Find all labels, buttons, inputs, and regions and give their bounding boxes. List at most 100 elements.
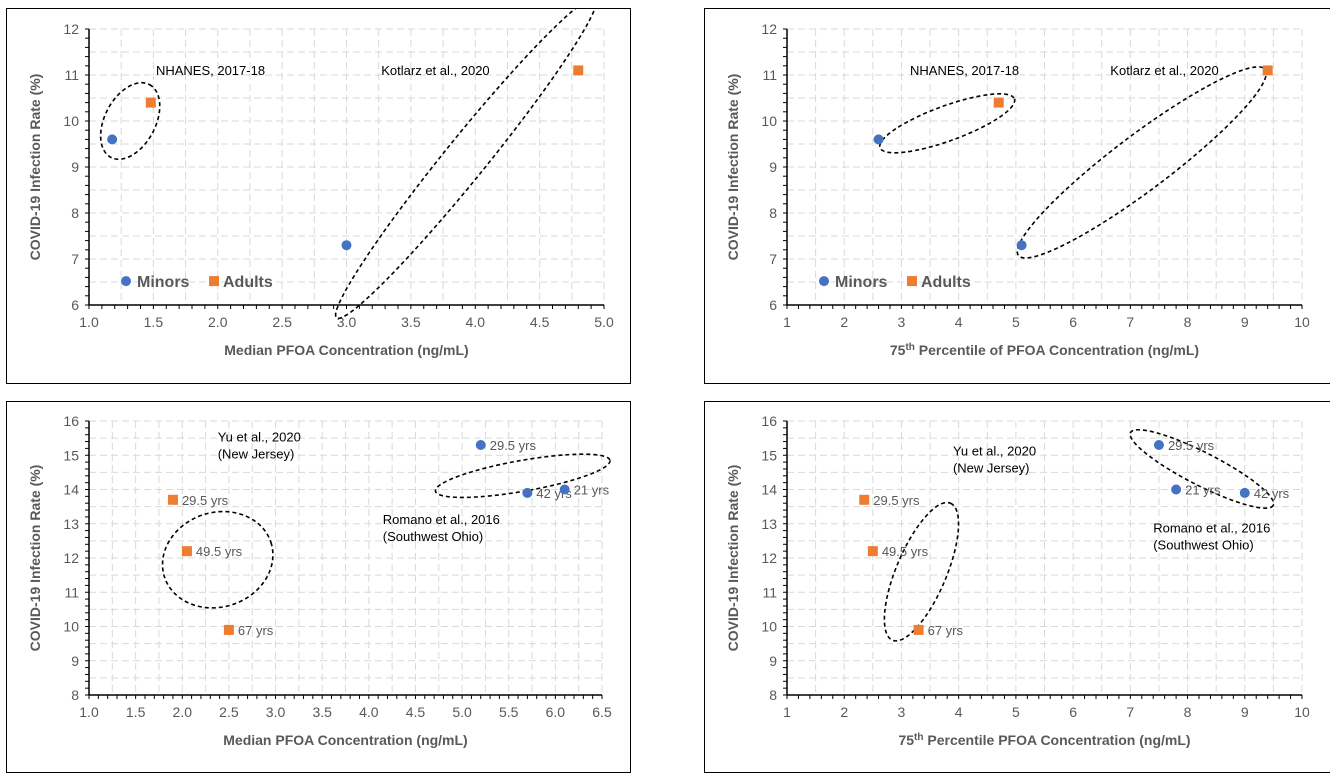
adults-point — [1262, 65, 1273, 76]
y-tick-label: 8 — [71, 687, 79, 703]
x-tick-label: 3.0 — [337, 314, 357, 330]
x-tick-label: 1.5 — [126, 704, 146, 720]
point-label: 67 yrs — [928, 623, 964, 638]
x-tick-label: 4.0 — [359, 704, 379, 720]
x-tick-label: 1.5 — [144, 314, 164, 330]
point-label: 29.5 yrs — [490, 438, 537, 453]
chart-svg: 1.0 1.5 2.0 2.5 3.0 3.5 4.0 4.5 5.0 5.5 6.0 6.5 8 9 10… — [27, 413, 612, 748]
x-tick-label: 5.0 — [452, 704, 472, 720]
point-label: 21 yrs — [1185, 483, 1221, 498]
annotation-text: Yu et al., 2020 — [218, 430, 301, 445]
cluster-ellipse — [1129, 428, 1275, 509]
y-tick-label: 11 — [762, 584, 777, 600]
minors-point — [1153, 439, 1164, 450]
y-tick-label: 6 — [71, 297, 79, 313]
x-tick-label: 2 — [840, 314, 848, 330]
y-tick-label: 10 — [63, 113, 79, 129]
x-tick-label: 4 — [955, 314, 963, 330]
annotation-text: Romano et al., 2016 — [383, 512, 500, 527]
x-tick-label: 1.0 — [79, 314, 99, 330]
y-tick-label: 10 — [761, 113, 777, 129]
point-label: 49.5 yrs — [196, 544, 243, 559]
y-tick-label: 10 — [761, 619, 777, 635]
x-tick-label: 3.5 — [312, 704, 332, 720]
y-tick-label: 12 — [63, 21, 79, 37]
x-tick-label: 3.5 — [401, 314, 421, 330]
y-axis-title: COVID-19 Infection Rate (%) — [725, 465, 741, 652]
annotation-text: (New Jersey) — [218, 447, 295, 462]
x-tick-label: 1 — [783, 704, 791, 720]
x-tick-label: 10 — [1294, 704, 1310, 720]
y-tick-label: 8 — [769, 687, 777, 703]
x-tick-label: 4.0 — [466, 314, 486, 330]
point-label: 42 yrs — [1254, 486, 1290, 501]
y-tick-label: 8 — [71, 205, 79, 221]
x-tick-label: 10 — [1294, 314, 1310, 330]
chart-svg: 1.0 1.5 2.0 2.5 3.0 3.5 4.0 4.5 5.0 6 7 8 9 10 11 12 Med… — [27, 9, 614, 358]
x-tick-label: 3 — [898, 314, 906, 330]
x-tick-label: 5 — [1012, 704, 1020, 720]
y-tick-label: 10 — [63, 619, 79, 635]
y-tick-label: 14 — [63, 482, 79, 498]
chart-panel-bottom-right: 1 2 3 4 5 6 7 8 9 10 8 9 10 11 12 13 14 15 16 75th Percenti… — [704, 401, 1330, 773]
y-tick-label: 12 — [761, 550, 777, 566]
annotation-text: (New Jersey) — [953, 460, 1030, 475]
annotation-text: (Southwest Ohio) — [383, 529, 483, 544]
annotation-text: NHANES, 2017-18 — [910, 63, 1019, 78]
x-tick-label: 2.5 — [272, 314, 292, 330]
gridlines — [786, 420, 1303, 696]
adults-point — [867, 546, 878, 557]
cluster-ellipse — [1016, 66, 1268, 259]
annotation-text: (Southwest Ohio) — [1153, 537, 1253, 552]
gridlines — [88, 420, 603, 696]
chart-panel-top-left: 1.0 1.5 2.0 2.5 3.0 3.5 4.0 4.5 5.0 6 7 8 9 10 11 12 Med… — [6, 8, 631, 384]
x-tick-label: 8 — [1184, 314, 1192, 330]
cluster-ellipse — [334, 9, 598, 320]
legend-adults-marker — [209, 276, 219, 287]
x-tick-label: 9 — [1241, 314, 1249, 330]
x-tick-label: 3 — [898, 704, 906, 720]
y-axis-title: COVID-19 Infection Rate (%) — [27, 74, 43, 261]
legend-adults-label: Adults — [921, 274, 971, 291]
x-tick-label: 8 — [1184, 704, 1192, 720]
point-label: 67 yrs — [238, 623, 274, 638]
point-label: 29.5 yrs — [873, 493, 920, 508]
cluster-ellipse — [99, 81, 161, 161]
adults-point — [181, 546, 192, 557]
y-tick-label: 15 — [63, 447, 79, 463]
annotation-text: Kotlarz et al., 2020 — [1110, 63, 1218, 78]
y-tick-label: 13 — [761, 516, 777, 532]
x-axis-title: 75th Percentile PFOA Concentration (ng/m… — [898, 732, 1190, 748]
x-tick-label: 9 — [1241, 704, 1249, 720]
point-label: 29.5 yrs — [182, 493, 229, 508]
x-tick-label: 6.0 — [546, 704, 566, 720]
x-tick-label: 2 — [840, 704, 848, 720]
x-tick-label: 4.5 — [530, 314, 550, 330]
y-tick-label: 12 — [761, 21, 777, 37]
x-tick-label: 4 — [955, 704, 963, 720]
x-axis-title: Median PFOA Concentration (ng/mL) — [223, 732, 467, 748]
legend-minors-label: Minors — [137, 274, 190, 291]
annotation-text: Yu et al., 2020 — [953, 443, 1036, 458]
annotation-text: Kotlarz et al., 2020 — [381, 63, 489, 78]
x-tick-label: 6.5 — [592, 704, 612, 720]
x-tick-label: 6 — [1069, 704, 1077, 720]
x-axis-title: Median PFOA Concentration (ng/mL) — [224, 342, 468, 358]
y-tick-label: 13 — [63, 516, 79, 532]
adults-point — [167, 494, 178, 505]
y-tick-label: 7 — [71, 251, 79, 267]
x-tick-label: 2.0 — [208, 314, 228, 330]
x-tick-label: 7 — [1126, 314, 1134, 330]
x-tick-label: 6 — [1069, 314, 1077, 330]
y-tick-label: 16 — [761, 413, 777, 429]
x-tick-label: 1.0 — [79, 704, 99, 720]
minors-point — [107, 134, 118, 145]
x-tick-label: 5 — [1012, 314, 1020, 330]
minors-point — [1171, 484, 1182, 495]
y-tick-label: 9 — [769, 653, 777, 669]
y-tick-label: 9 — [71, 159, 79, 175]
y-tick-label: 7 — [769, 251, 777, 267]
y-axis-title: COVID-19 Infection Rate (%) — [27, 465, 43, 652]
x-tick-label: 5.0 — [594, 314, 614, 330]
